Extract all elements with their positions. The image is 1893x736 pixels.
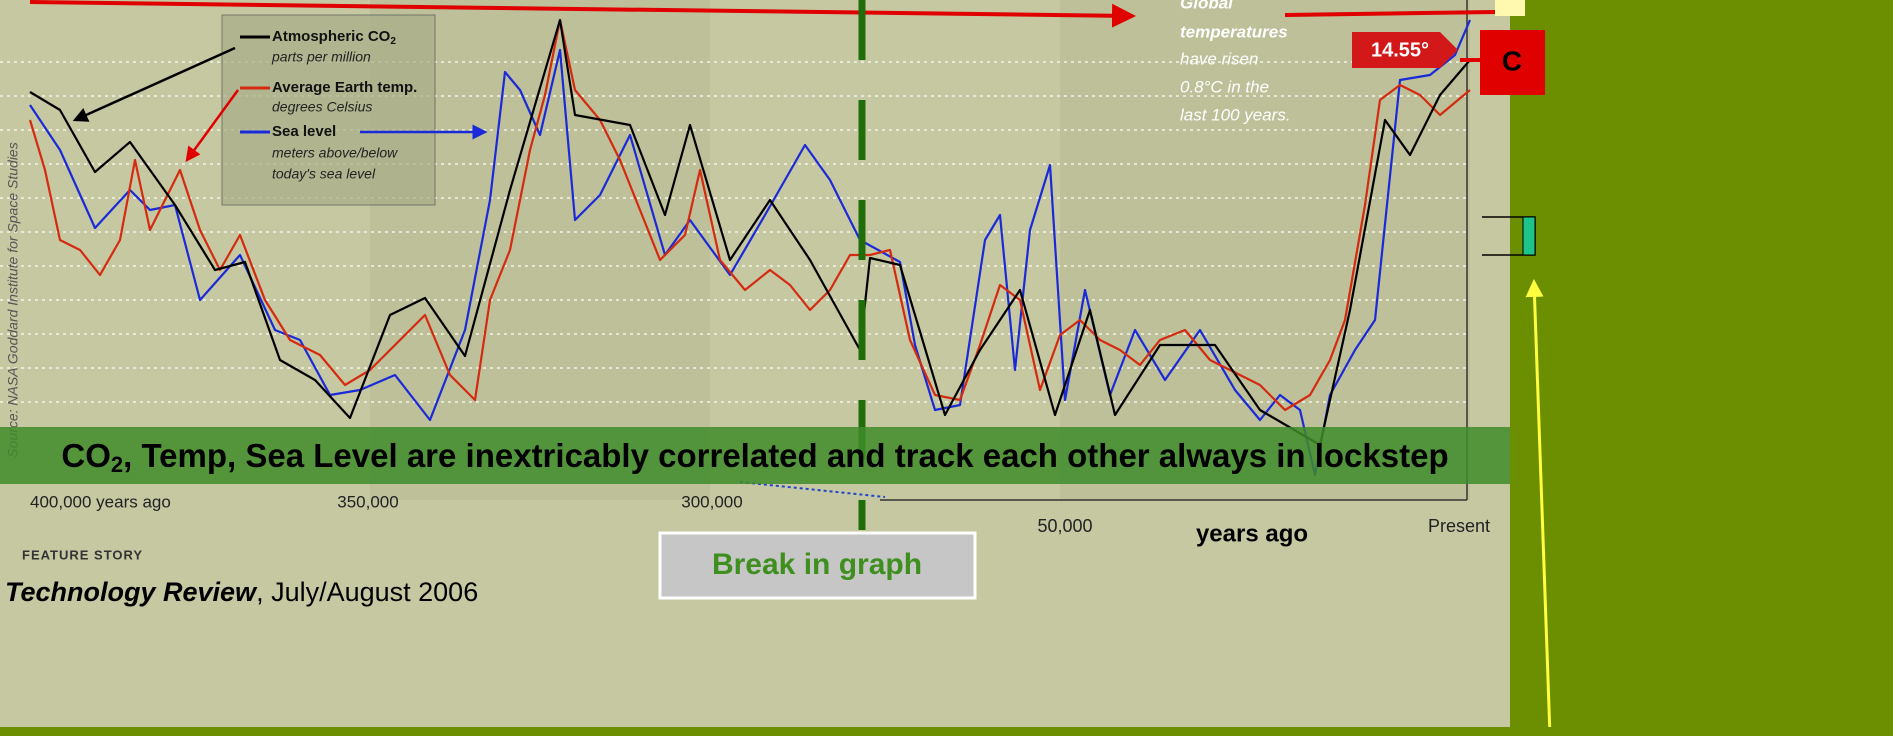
annotation: temperatures [1180,22,1288,41]
side-panel [1510,0,1893,736]
slide: Atmospheric CO2 parts per million Averag… [0,0,1893,736]
shade-band [1060,0,1470,500]
legend-unit: today's sea level [272,166,376,182]
temp-label: 14.55° [1371,39,1429,61]
banner-text: CO2, Temp, Sea Level are inextricably co… [61,437,1448,477]
x-label: 50,000 [1037,516,1092,536]
x-label: 400,000 years ago [30,492,171,511]
annotation: Global [1180,0,1234,12]
annotation: have risen [1180,49,1258,68]
banner-part: CO [61,437,111,474]
legend-label: Atmospheric CO2 [272,28,396,47]
highlight-box [1495,0,1525,16]
banner-sub: 2 [111,452,123,477]
legend-unit: parts per million [271,49,371,65]
banner-part: , Temp, Sea Level are inextricably corre… [123,437,1448,474]
section-label: FEATURE STORY [22,547,143,562]
bottom-stripe [0,727,1893,736]
break-label: Break in graph [712,548,922,581]
legend-unit: meters above/below [272,145,398,161]
x-label: 350,000 [337,492,398,511]
citation: Technology Review, July/August 2006 [5,577,478,607]
annotation: 0.8°C in the [1180,77,1269,96]
legend-label: Sea level [272,123,336,140]
x-axis-title: years ago [1196,520,1308,547]
legend-label-text: Atmospheric CO [272,28,391,45]
x-label: Present [1428,516,1490,536]
annotation: last 100 years. [1180,105,1291,124]
x-label: 300,000 [681,492,742,511]
citation-title: Technology Review [5,577,258,607]
marker [1523,217,1535,255]
legend-label: Average Earth temp. [272,79,417,96]
unit-label: C [1502,45,1522,76]
citation-date: , July/August 2006 [256,577,478,607]
legend-label-sub: 2 [390,36,396,47]
source-note: Source: NASA Goddard Institute for Space… [5,142,21,457]
legend-unit: degrees Celsius [272,99,372,115]
